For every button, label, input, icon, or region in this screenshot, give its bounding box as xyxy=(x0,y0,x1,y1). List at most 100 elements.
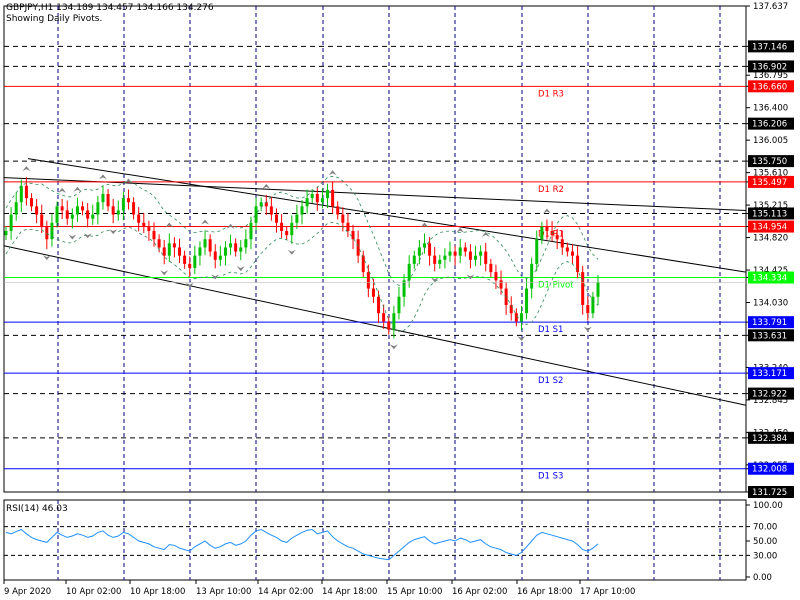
fractal-down-arrow xyxy=(466,274,475,280)
price-level-tag-text: 135.750 xyxy=(752,157,787,167)
trendline-lower xyxy=(3,245,747,406)
candle-body xyxy=(249,222,253,240)
candle-body xyxy=(361,255,365,273)
candle-body xyxy=(315,194,319,203)
candle-body xyxy=(60,206,64,211)
candle-body xyxy=(525,288,529,314)
candle-body xyxy=(540,226,544,240)
candle-body xyxy=(570,251,574,256)
candle-body xyxy=(70,214,74,219)
candle-body xyxy=(137,214,141,223)
candle-body xyxy=(402,280,406,297)
fractal-down-arrow xyxy=(430,277,439,283)
fractal-down-arrow xyxy=(68,234,77,240)
rsi-line xyxy=(5,528,599,561)
fractal-up-arrow xyxy=(456,227,465,233)
candle-body xyxy=(269,206,273,215)
time-axis-label: 13 Apr 10:00 xyxy=(196,587,251,597)
fractal-down-arrow xyxy=(287,249,296,255)
candle-body xyxy=(172,243,176,248)
candle-body xyxy=(264,202,268,207)
price-tick-label: 135.215 xyxy=(753,201,788,211)
price-level-tag-text: 131.725 xyxy=(752,488,787,498)
candle-body xyxy=(581,272,585,305)
envelope-lower-band xyxy=(5,221,599,332)
candle-body xyxy=(183,255,187,264)
trendline-upper xyxy=(27,158,747,273)
candle-body xyxy=(35,206,39,215)
candle-body xyxy=(126,198,130,203)
fractal-down-arrow xyxy=(185,282,194,288)
candle-body xyxy=(208,239,212,252)
candle-body xyxy=(535,239,539,264)
candle-body xyxy=(438,259,442,264)
pivot-price-tag xyxy=(748,80,794,93)
pivot-label: D1 Pivot xyxy=(538,281,574,291)
candle-body xyxy=(382,313,386,322)
candle-body xyxy=(433,255,437,264)
pivot-label: D1 R2 xyxy=(538,185,564,195)
candle-body xyxy=(331,189,335,207)
fractal-down-arrow xyxy=(83,233,92,239)
candle-body xyxy=(254,206,258,223)
candle-body xyxy=(295,214,299,223)
fractal-down-arrow xyxy=(517,336,526,342)
price-level-tag xyxy=(748,486,794,498)
candle-body xyxy=(560,239,564,248)
fractal-up-arrow xyxy=(73,186,82,192)
candle-body xyxy=(463,247,467,252)
price-level-tag-text: 136.206 xyxy=(752,120,787,130)
fractal-down-arrow xyxy=(109,229,118,235)
time-axis-label: 14 Apr 02:00 xyxy=(258,587,313,597)
fractal-up-arrow xyxy=(262,183,271,189)
pivot-price-tag xyxy=(748,316,794,329)
pivot-price-tag-text: 136.660 xyxy=(752,82,787,92)
candle-body xyxy=(259,202,263,207)
time-axis-label: 15 Apr 10:00 xyxy=(387,587,442,597)
candle-body xyxy=(55,206,59,223)
price-tick-label: 137.637 xyxy=(753,2,788,12)
pivot-price-tag xyxy=(748,175,794,188)
time-axis-label: 16 Apr 02:00 xyxy=(452,587,507,597)
candle-body xyxy=(555,235,559,240)
candle-body xyxy=(417,247,421,256)
candle-body xyxy=(326,189,330,199)
fractal-up-arrow xyxy=(481,231,490,237)
fractal-down-arrow xyxy=(236,266,245,272)
candle-body xyxy=(422,243,426,248)
candle-body xyxy=(152,230,156,240)
price-tick-label: 136.795 xyxy=(753,71,788,81)
price-tick-label: 134.820 xyxy=(753,234,788,244)
fractal-down-arrow xyxy=(389,344,398,350)
candle-body xyxy=(198,247,202,256)
candle-body xyxy=(366,272,370,289)
price-level-tag-text: 137.146 xyxy=(752,42,787,52)
candle-body xyxy=(397,296,401,314)
candle-body xyxy=(443,255,447,260)
candle-body xyxy=(96,202,100,215)
price-level-tag-text: 135.113 xyxy=(752,209,787,219)
fractal-down-arrow xyxy=(160,270,169,276)
candle-body xyxy=(167,243,171,256)
candle-body xyxy=(24,185,28,199)
pivot-price-tag-text: 133.171 xyxy=(752,369,787,379)
candle-body xyxy=(101,194,105,203)
candle-body xyxy=(407,263,411,281)
price-tick-label: 135.610 xyxy=(753,169,788,179)
candle-body xyxy=(40,214,44,227)
candle-body xyxy=(106,194,110,207)
indicator-note: Showing Daily Pivots. xyxy=(6,14,103,24)
candle-body xyxy=(489,263,493,273)
rsi-tick-label: 0.00 xyxy=(753,573,772,583)
candle-body xyxy=(19,185,23,203)
fractal-down-arrow xyxy=(583,326,592,332)
candle-body xyxy=(591,296,595,314)
candle-body xyxy=(320,198,324,203)
price-level-tag xyxy=(748,40,794,53)
time-axis-label: 10 Apr 18:00 xyxy=(130,587,185,597)
price-level-tag xyxy=(748,60,794,73)
candle-body xyxy=(519,313,523,322)
candle-body xyxy=(336,206,340,215)
